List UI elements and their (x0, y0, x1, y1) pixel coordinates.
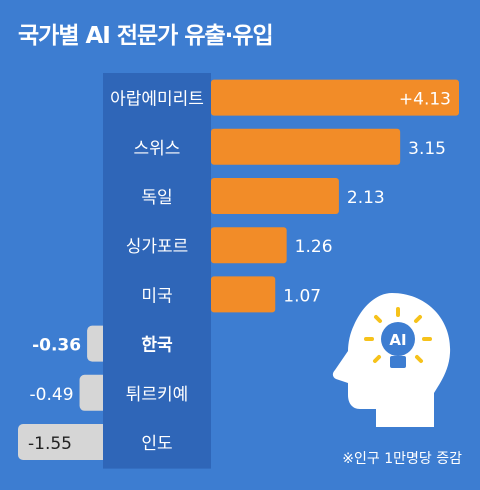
ai-head-lightbulb-icon: AI (332, 293, 451, 427)
lightbulb-base (390, 356, 406, 368)
category-label-4: 미국 (141, 286, 172, 306)
value-label-3: 1.26 (295, 237, 333, 257)
lightbulb-globe (381, 322, 415, 356)
bar-2 (211, 178, 339, 214)
category-label-6: 튀르키예 (126, 385, 189, 405)
category-label-panel (103, 73, 211, 469)
unit-note: ※인구 1만명당 증감 (342, 451, 462, 467)
category-label-7: 인도 (141, 434, 172, 454)
category-label-1: 스위스 (134, 139, 181, 159)
ai-icon-label: AI (389, 331, 406, 349)
bar-3 (211, 227, 287, 264)
value-label-1: 3.15 (408, 139, 446, 159)
category-label-2: 독일 (141, 188, 172, 208)
bar-7 (18, 424, 112, 460)
value-label-0: +4.13 (399, 90, 451, 110)
lightbulb-rays (364, 307, 432, 363)
value-label-6: -0.49 (30, 385, 74, 405)
bar-4 (211, 276, 276, 313)
category-label-3: 싱가포르 (126, 237, 189, 257)
bar-0 (211, 79, 459, 116)
value-label-4: 1.07 (283, 286, 321, 306)
category-label-5: 한국 (141, 336, 173, 356)
value-label-5: -0.36 (32, 336, 81, 356)
category-label-0: 아랍에미리트 (110, 90, 204, 110)
bar-1 (211, 128, 401, 165)
chart-title: 국가별 AI 전문가 유출·유입 (18, 23, 274, 49)
value-label-7: -1.55 (28, 434, 72, 454)
value-label-2: 2.13 (347, 188, 385, 208)
